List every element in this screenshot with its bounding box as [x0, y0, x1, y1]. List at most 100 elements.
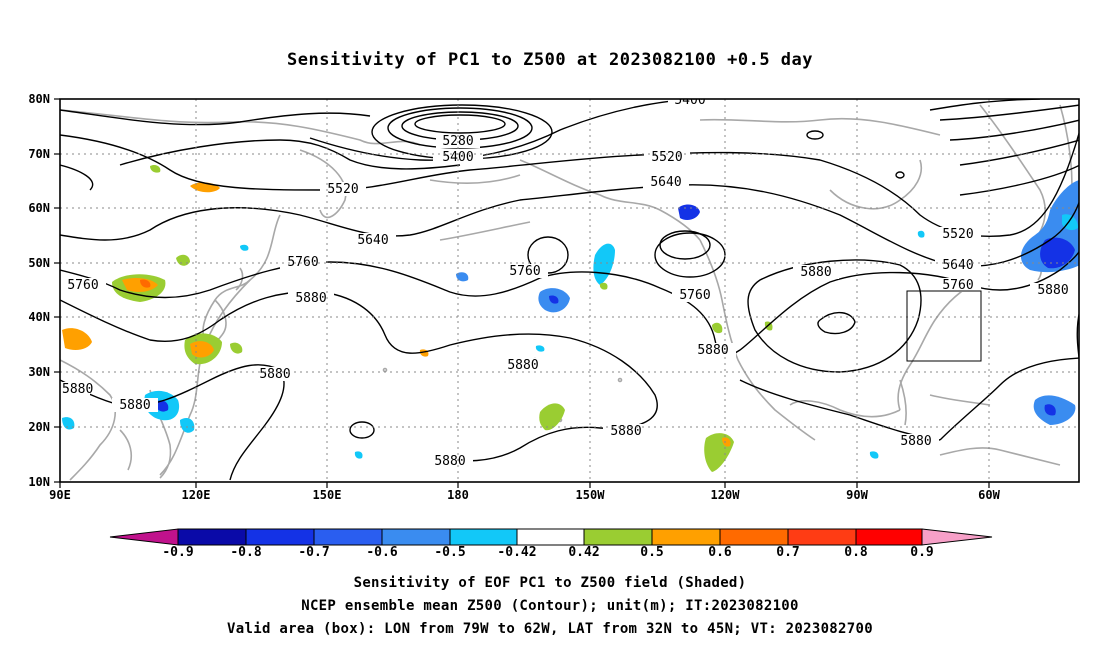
footer-shading-description: Sensitivity of EOF PC1 to Z500 field (Sh…	[353, 575, 747, 591]
contour-label: 5640	[942, 258, 973, 273]
axis-ticks	[54, 98, 990, 488]
contour-label: 5520	[651, 150, 682, 165]
shade-neg-atlantic-core	[1040, 237, 1075, 269]
lon-label-90w: 90W	[846, 488, 868, 502]
contour-label: 5520	[327, 182, 358, 197]
colorbar-label: 0.42	[568, 545, 600, 560]
shade-neg-pacific-3	[456, 272, 469, 282]
shade-neg-small-2	[917, 230, 925, 238]
shade-pos-small-5	[712, 322, 723, 334]
shade-neg-small-1	[240, 244, 249, 251]
shade-pos-mexico-2	[722, 437, 731, 447]
lat-label-70n: 70N	[28, 147, 50, 161]
contour-label: 5760	[287, 255, 318, 270]
lat-label-60n: 60N	[28, 201, 50, 215]
shade-pos-small-1	[176, 254, 190, 266]
contour-label: 5640	[650, 175, 681, 190]
shade-neg-pacific-2	[593, 243, 615, 285]
map-frame	[59, 98, 1080, 483]
colorbar-swatch	[719, 528, 789, 546]
contour-label: 5880	[434, 454, 465, 469]
lon-label-150e: 150E	[312, 488, 342, 502]
shade-pos-small-3	[230, 342, 243, 354]
contour-label: 5880	[119, 398, 150, 413]
footer-contour-description: NCEP ensemble mean Z500 (Contour); unit(…	[301, 598, 799, 614]
colorbar-label: -0.6	[366, 545, 398, 560]
lat-label-80n: 80N	[28, 92, 50, 106]
shade-pos-mexico	[704, 433, 734, 472]
colorbar-swatch	[651, 528, 721, 546]
shade-pos-china-3	[140, 279, 151, 288]
contour-label: 5880	[1037, 283, 1068, 298]
contour-label: 5880	[900, 434, 931, 449]
shade-pos-china-2	[122, 277, 158, 293]
contour-label: 5400	[674, 93, 705, 108]
colorbar-label: -0.5	[434, 545, 466, 560]
lon-label-120w: 120W	[710, 488, 740, 502]
shade-neg-gulf-alaska	[678, 204, 700, 220]
shade-pos-small-2	[150, 164, 161, 173]
colorbar-swatch	[245, 528, 315, 546]
valid-area-box	[906, 290, 982, 362]
shade-neg-small-3	[354, 451, 363, 459]
colorbar-swatch	[855, 528, 923, 546]
footer-valid-area: Valid area (box): LON from 79W to 62W, L…	[227, 621, 873, 637]
z500-contours	[60, 99, 1079, 481]
map-title: Sensitivity of PC1 to Z500 at 2023082100…	[286, 50, 813, 70]
colorbar-label: -0.9	[162, 545, 194, 560]
colorbar	[109, 528, 993, 546]
shade-neg-west	[62, 417, 75, 430]
contour-label: 5880	[295, 291, 326, 306]
colorbar-swatch-upper-arrow	[921, 528, 993, 546]
lat-label-30n: 30N	[28, 365, 50, 379]
colorbar-swatch	[583, 528, 653, 546]
contour-label: 5880	[507, 358, 538, 373]
contour-label: 5640	[357, 233, 388, 248]
shade-neg-pacific-4	[535, 345, 545, 352]
shade-neg-subtropical-core	[1044, 404, 1056, 416]
colorbar-label: -0.42	[497, 545, 537, 560]
shade-neg-small-4	[869, 451, 879, 459]
map-plot-area: 5400 5280 5400 5520 5520 5640 5640 5760 …	[60, 93, 1079, 481]
contour-label: 5880	[697, 343, 728, 358]
lat-label-20n: 20N	[28, 420, 50, 434]
colorbar-swatch	[516, 528, 585, 546]
colorbar-swatch	[313, 528, 383, 546]
shade-pos-small-7	[599, 282, 608, 290]
colorbar-swatch	[787, 528, 857, 546]
shade-neg-central-pacific-core	[549, 295, 559, 304]
lon-label-180: 180	[447, 488, 469, 502]
lon-label-90e: 90E	[49, 488, 71, 502]
contour-label-halos	[60, 99, 1076, 468]
contour-label: 5880	[800, 265, 831, 280]
coastlines	[60, 104, 1073, 481]
shade-neg-philippine-2	[180, 418, 195, 433]
shade-pos-indochina	[62, 328, 92, 350]
colorbar-label: 0.8	[844, 545, 868, 560]
colorbar-label: -0.7	[298, 545, 330, 560]
colorbar-label: 0.6	[708, 545, 732, 560]
lon-label-150w: 150W	[575, 488, 605, 502]
shade-pos-pacific	[539, 403, 565, 431]
contour-label: 5760	[942, 278, 973, 293]
colorbar-swatch	[449, 528, 518, 546]
colorbar-swatch	[177, 528, 247, 546]
colorbar-label: -0.8	[230, 545, 262, 560]
contour-label: 5880	[259, 367, 290, 382]
lon-label-60w: 60W	[978, 488, 1000, 502]
contour-label: 5760	[679, 288, 710, 303]
lat-label-50n: 50N	[28, 256, 50, 270]
contour-label: 5760	[67, 278, 98, 293]
colorbar-swatch	[381, 528, 451, 546]
lon-label-120e: 120E	[181, 488, 211, 502]
lat-label-10n: 10N	[28, 475, 50, 489]
colorbar-label: 0.9	[910, 545, 934, 560]
contour-label: 5520	[942, 227, 973, 242]
shade-neg-philippine-core	[155, 400, 169, 412]
colorbar-swatch-lower-arrow	[109, 528, 179, 546]
sensitivity-shading	[62, 164, 1079, 472]
lat-label-40n: 40N	[28, 310, 50, 324]
gridlines	[60, 99, 1079, 482]
contour-labels: 5400 5280 5400 5520 5520 5640 5640 5760 …	[60, 93, 1076, 469]
